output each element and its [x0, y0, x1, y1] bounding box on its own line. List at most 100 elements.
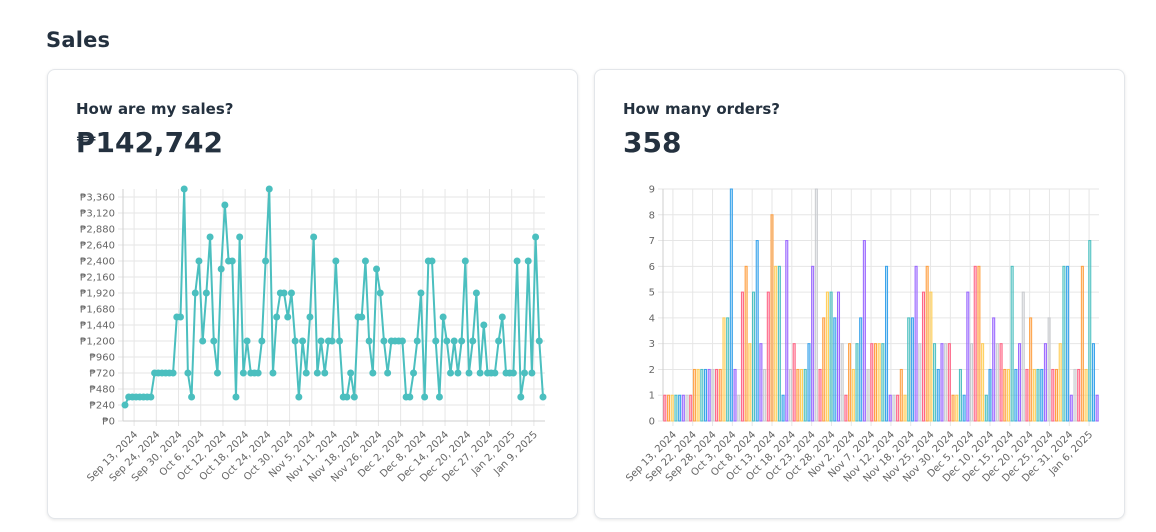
- bar: [1077, 368, 1081, 422]
- bar: [781, 394, 785, 422]
- data-point: [321, 369, 329, 377]
- data-point: [180, 185, 188, 193]
- y-tick-label: ₱2,160: [80, 273, 115, 284]
- orders-total-value: 358: [623, 126, 682, 159]
- bar: [1054, 368, 1059, 422]
- bar: [715, 368, 719, 422]
- data-point: [435, 393, 443, 401]
- data-point: [239, 369, 247, 377]
- data-point: [336, 337, 344, 345]
- bar: [903, 394, 907, 422]
- bar: [918, 343, 922, 422]
- bar: [921, 291, 926, 422]
- bar: [752, 291, 756, 422]
- data-point: [450, 337, 458, 345]
- bar: [1091, 343, 1095, 422]
- data-point: [539, 393, 547, 401]
- bar: [944, 343, 948, 422]
- y-tick-label: ₱480: [90, 385, 115, 396]
- data-point: [380, 337, 388, 345]
- bar: [966, 291, 970, 422]
- data-point: [384, 369, 392, 377]
- data-point: [195, 257, 203, 265]
- y-tick-label: ₱1,680: [80, 305, 115, 316]
- data-point: [406, 393, 414, 401]
- bar: [733, 368, 737, 422]
- bar: [962, 394, 966, 422]
- bar: [988, 368, 992, 422]
- bar: [678, 394, 682, 422]
- bar: [703, 368, 708, 422]
- y-tick-label: ₱240: [90, 401, 115, 412]
- bar: [1014, 368, 1018, 422]
- bar: [759, 343, 763, 422]
- y-tick-label: 7: [649, 236, 655, 247]
- data-point: [454, 369, 462, 377]
- page-title: Sales: [46, 28, 111, 52]
- bar: [663, 394, 667, 422]
- data-point: [280, 289, 288, 297]
- bar: [958, 368, 962, 422]
- bar: [1003, 368, 1007, 422]
- data-point: [317, 337, 325, 345]
- data-point: [509, 369, 517, 377]
- sales-total-value: ₱142,742: [76, 126, 224, 159]
- bar: [1062, 265, 1066, 422]
- data-point: [358, 313, 366, 321]
- bar: [1069, 394, 1073, 422]
- bar: [785, 240, 789, 422]
- data-point: [535, 337, 543, 345]
- y-tick-label: 3: [649, 339, 655, 350]
- bar: [862, 240, 866, 422]
- bar: [833, 317, 837, 422]
- bar: [796, 368, 800, 422]
- y-tick-label: ₱2,640: [80, 241, 115, 252]
- bar: [788, 368, 792, 422]
- data-point: [284, 313, 292, 321]
- bar: [674, 394, 678, 422]
- bar: [1095, 394, 1099, 422]
- data-point: [465, 369, 473, 377]
- bar: [737, 394, 741, 422]
- bar: [822, 317, 826, 422]
- y-tick-label: 9: [649, 185, 655, 196]
- bar: [1066, 265, 1070, 422]
- bar: [851, 368, 855, 422]
- y-tick-label: ₱1,440: [80, 321, 115, 332]
- bar: [774, 265, 778, 422]
- bar: [836, 291, 841, 422]
- data-point: [373, 265, 381, 273]
- bar: [729, 188, 733, 422]
- bar: [696, 368, 700, 422]
- bar: [1088, 240, 1092, 422]
- bar: [829, 291, 833, 422]
- bar: [770, 214, 774, 422]
- bar: [700, 368, 704, 422]
- y-tick-label: ₱720: [90, 369, 115, 380]
- data-point: [265, 185, 273, 193]
- bar: [885, 265, 889, 422]
- bar: [740, 291, 744, 422]
- y-tick-label: ₱1,200: [80, 337, 115, 348]
- data-point: [421, 393, 429, 401]
- data-point: [443, 337, 451, 345]
- bar: [818, 368, 822, 422]
- sales-card-title: How are my sales?: [76, 100, 234, 118]
- bar: [933, 343, 937, 422]
- bar: [1029, 317, 1033, 422]
- bar: [722, 317, 726, 422]
- data-point: [413, 337, 421, 345]
- bar: [925, 265, 929, 422]
- data-point: [228, 257, 236, 265]
- data-point: [299, 337, 307, 345]
- bar: [981, 343, 985, 422]
- data-point: [376, 289, 384, 297]
- bar: [689, 394, 693, 422]
- bar: [800, 368, 804, 422]
- bar: [873, 343, 877, 422]
- data-point: [206, 233, 214, 241]
- bar: [744, 265, 748, 422]
- data-point: [191, 289, 199, 297]
- bar: [984, 394, 988, 422]
- bar: [763, 368, 767, 422]
